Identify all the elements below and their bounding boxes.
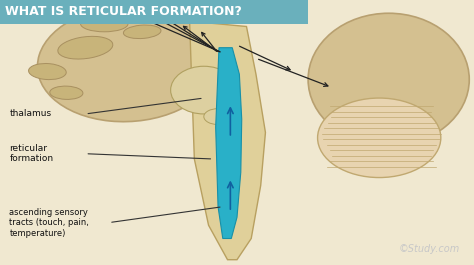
Ellipse shape (58, 36, 113, 59)
Text: ©Study.com: ©Study.com (399, 244, 460, 254)
Ellipse shape (28, 64, 66, 80)
FancyBboxPatch shape (0, 0, 308, 24)
Text: ascending sensory
tracts (touch, pain,
temperature): ascending sensory tracts (touch, pain, t… (9, 208, 90, 237)
Ellipse shape (37, 6, 219, 122)
Ellipse shape (171, 66, 237, 114)
Ellipse shape (204, 109, 232, 125)
Ellipse shape (318, 98, 441, 178)
Polygon shape (216, 48, 242, 238)
Text: thalamus: thalamus (9, 109, 52, 118)
Text: WHAT IS RETICULAR FORMATION?: WHAT IS RETICULAR FORMATION? (5, 5, 242, 19)
Ellipse shape (123, 25, 161, 39)
Ellipse shape (81, 16, 128, 32)
Ellipse shape (308, 13, 469, 146)
Text: reticular
formation: reticular formation (9, 144, 54, 164)
Ellipse shape (50, 86, 83, 99)
Polygon shape (190, 21, 265, 260)
